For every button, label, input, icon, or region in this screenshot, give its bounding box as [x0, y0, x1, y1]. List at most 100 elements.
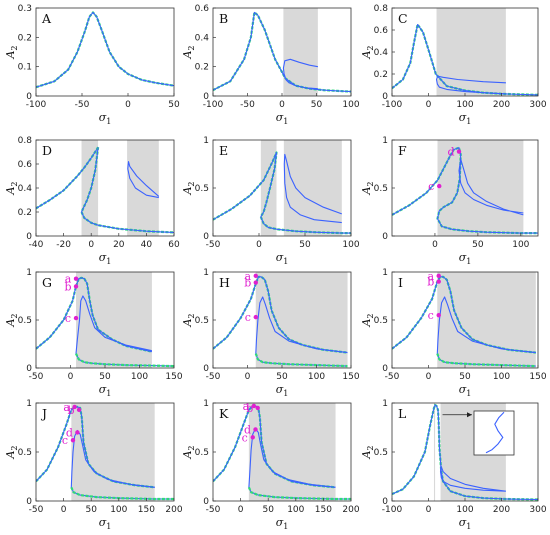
marker-label: c	[65, 312, 71, 325]
y-tick-label: 1	[26, 268, 32, 278]
blue-curve	[439, 465, 506, 492]
y-axis-label: A2	[4, 313, 19, 327]
x-tick-label: -50	[206, 505, 221, 515]
y-tick-label: 1	[382, 268, 388, 278]
y-axis-label: A2	[4, 45, 19, 59]
marker-point	[253, 314, 258, 320]
marker-label: c	[245, 311, 251, 324]
panel-letter: C	[398, 11, 408, 26]
x-tick-label: 0	[426, 505, 432, 515]
y-tick-label: 0.4	[195, 33, 210, 43]
panel-letter: B	[219, 11, 228, 26]
x-tick-label: 100	[110, 505, 127, 515]
x-tick-label: -50	[206, 240, 221, 250]
panel-letter: J	[40, 406, 47, 421]
axes-box	[212, 7, 352, 97]
x-tick-label: 0	[68, 372, 74, 382]
blue-curve	[127, 161, 160, 199]
blue-curve	[213, 11, 351, 93]
x-axis-label: σ1	[99, 383, 112, 398]
shaded-region	[255, 272, 348, 368]
y-tick-label: 0	[26, 364, 32, 374]
marker-point	[253, 280, 258, 285]
marker-point	[73, 315, 79, 321]
marker-point	[73, 284, 79, 289]
green-curve	[36, 11, 174, 89]
marker-point	[253, 427, 258, 432]
marker-point	[76, 407, 82, 413]
y-tick-label: 1	[203, 399, 209, 409]
blue-curve	[392, 147, 538, 234]
series-group	[392, 146, 538, 235]
y-tick-label: 0	[382, 364, 388, 374]
x-tick-label: 0	[426, 100, 432, 110]
blue-curve	[36, 11, 174, 88]
x-axis-label: σ1	[459, 111, 472, 126]
y-tick-label: 0.5	[195, 184, 209, 194]
series-group	[392, 275, 536, 368]
y-tick-label: 1	[203, 136, 209, 146]
x-axis-label: σ1	[459, 251, 472, 266]
series-group	[392, 23, 538, 96]
y-tick-label: 0.5	[18, 316, 32, 326]
panel-letter: H	[219, 275, 230, 290]
shaded-region	[433, 403, 436, 501]
marker-label: b	[427, 276, 434, 289]
y-tick-label: 1	[26, 399, 32, 409]
x-tick-label: 0	[432, 240, 438, 250]
x-tick-label: 100	[308, 372, 325, 382]
y-axis-label: A2	[360, 45, 375, 59]
x-tick-label: 40	[141, 240, 153, 250]
marker-point	[250, 435, 255, 440]
x-tick-label: 50	[276, 372, 288, 382]
x-tick-label: 0	[256, 240, 262, 250]
y-axis-label: A2	[4, 181, 19, 195]
y-tick-label: 0.8	[374, 4, 389, 14]
marker-point	[251, 403, 257, 409]
x-axis-label: σ1	[276, 251, 289, 266]
x-tick-label: -50	[206, 372, 221, 382]
y-tick-label: 0	[203, 232, 209, 242]
green-curve	[70, 486, 174, 501]
panel-b: -100 -50 0 50 100 0 0.2 0.4 0.6 Bσ1 A2	[181, 4, 360, 126]
blue-curve	[213, 151, 351, 234]
x-tick-label: -100	[203, 100, 224, 110]
panel-letter: F	[398, 143, 407, 158]
x-tick-label: -50	[75, 100, 90, 110]
y-tick-label: 0.6	[195, 4, 210, 14]
series-group	[36, 11, 174, 89]
axes-box	[35, 7, 175, 97]
x-tick-label: 50	[472, 240, 484, 250]
x-tick-label: 100	[456, 100, 473, 110]
blue-curve	[255, 296, 348, 367]
shaded-region	[127, 140, 159, 236]
marker-label: c	[242, 431, 248, 444]
y-tick-label: 1	[203, 268, 209, 278]
shaded-region	[283, 140, 342, 236]
panel-letter: D	[42, 143, 52, 158]
marker-point	[75, 430, 80, 435]
y-tick-label: 0.6	[18, 160, 33, 170]
y-tick-label: 0.3	[18, 4, 32, 14]
series-group	[213, 11, 351, 93]
x-tick-label: 50	[459, 372, 471, 382]
marker-point	[436, 279, 441, 284]
inset-curve	[485, 411, 505, 454]
y-axis-label: A2	[360, 445, 375, 459]
y-tick-label: 0.5	[195, 448, 209, 458]
y-tick-label: 0.6	[374, 26, 389, 36]
panel-letter: G	[42, 275, 52, 290]
marker-point	[436, 273, 441, 279]
series-group	[392, 403, 538, 501]
shaded-region	[437, 272, 536, 368]
x-tick-label: -100	[382, 505, 403, 515]
y-tick-label: 0.5	[195, 316, 209, 326]
y-tick-label: 1	[382, 399, 388, 409]
series-group	[36, 276, 174, 368]
x-tick-label: 200	[493, 505, 510, 515]
marker-label: c	[428, 180, 434, 193]
x-tick-label: 150	[342, 372, 359, 382]
